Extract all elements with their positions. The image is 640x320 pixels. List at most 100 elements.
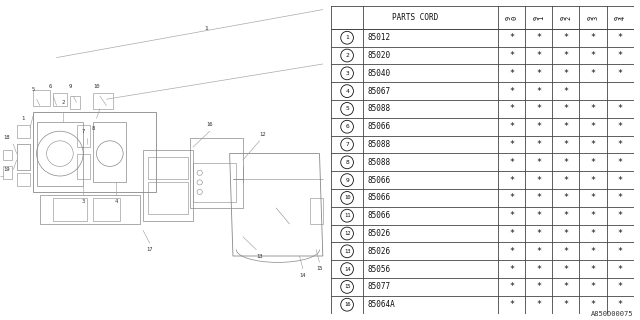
Text: *: *: [563, 87, 568, 96]
Text: *: *: [618, 247, 623, 256]
Text: *: *: [509, 176, 515, 185]
Text: *: *: [509, 283, 515, 292]
Text: *: *: [591, 193, 595, 203]
Text: 1: 1: [345, 35, 349, 40]
Text: *: *: [618, 158, 623, 167]
Text: *: *: [536, 158, 541, 167]
Text: 1: 1: [22, 116, 25, 121]
Text: 6: 6: [345, 124, 349, 129]
Text: *: *: [509, 300, 515, 309]
Text: *: *: [618, 283, 623, 292]
Bar: [77, 125, 90, 147]
Text: *: *: [536, 140, 541, 149]
Text: 85026: 85026: [367, 229, 391, 238]
Text: 8: 8: [92, 125, 95, 131]
Text: 85066: 85066: [367, 122, 391, 131]
Text: PARTS CORD: PARTS CORD: [392, 13, 438, 22]
Text: *: *: [591, 69, 595, 78]
Text: *: *: [591, 122, 595, 131]
Text: *: *: [563, 229, 568, 238]
Text: 3: 3: [81, 199, 85, 204]
Text: *: *: [618, 193, 623, 203]
Text: 9
3: 9 3: [588, 15, 599, 20]
Text: *: *: [509, 247, 515, 256]
Text: *: *: [563, 122, 568, 131]
Bar: [148, 157, 188, 179]
Text: 2: 2: [345, 53, 349, 58]
Text: *: *: [509, 51, 515, 60]
Text: *: *: [618, 300, 623, 309]
Text: *: *: [563, 51, 568, 60]
Text: 85040: 85040: [367, 69, 391, 78]
Bar: [17, 125, 30, 138]
Text: 9
0: 9 0: [506, 15, 518, 20]
Text: 18: 18: [3, 135, 10, 140]
Text: 8: 8: [345, 160, 349, 165]
Text: *: *: [618, 265, 623, 274]
Text: *: *: [536, 265, 541, 274]
Text: *: *: [618, 122, 623, 131]
Text: *: *: [591, 176, 595, 185]
Text: *: *: [536, 229, 541, 238]
Text: *: *: [618, 104, 623, 113]
Text: *: *: [509, 104, 515, 113]
Text: 10: 10: [93, 84, 100, 89]
Text: *: *: [509, 229, 515, 238]
Text: 85026: 85026: [367, 247, 391, 256]
Text: *: *: [563, 247, 568, 256]
Bar: [36, 122, 83, 186]
Text: *: *: [563, 193, 568, 203]
Text: *: *: [509, 211, 515, 220]
Bar: [33, 90, 50, 106]
Bar: [93, 122, 127, 182]
Bar: [193, 163, 236, 202]
Text: *: *: [536, 87, 541, 96]
Text: 17: 17: [147, 247, 153, 252]
Text: *: *: [536, 211, 541, 220]
Text: *: *: [563, 265, 568, 274]
Text: *: *: [591, 247, 595, 256]
Text: *: *: [618, 176, 623, 185]
Text: 1: 1: [204, 26, 208, 31]
Text: *: *: [591, 211, 595, 220]
Text: 19: 19: [3, 167, 10, 172]
Text: *: *: [618, 211, 623, 220]
Bar: [17, 144, 30, 170]
Text: 9
4: 9 4: [614, 15, 626, 20]
Text: 15: 15: [344, 284, 350, 289]
Text: *: *: [618, 51, 623, 60]
Text: *: *: [591, 229, 595, 238]
Text: *: *: [563, 158, 568, 167]
Text: 5: 5: [345, 107, 349, 111]
Text: *: *: [536, 104, 541, 113]
Text: *: *: [563, 104, 568, 113]
Text: *: *: [536, 300, 541, 309]
Text: *: *: [536, 33, 541, 42]
Text: 15: 15: [316, 266, 323, 271]
Text: *: *: [563, 176, 568, 185]
Text: 85077: 85077: [367, 283, 391, 292]
Text: 85088: 85088: [367, 158, 391, 167]
Text: 12: 12: [260, 132, 266, 137]
Bar: [93, 198, 120, 221]
Text: *: *: [618, 69, 623, 78]
Text: 11: 11: [344, 213, 350, 218]
Text: 85088: 85088: [367, 104, 391, 113]
Text: 2: 2: [61, 100, 65, 105]
Text: 9
1: 9 1: [533, 15, 545, 20]
Bar: [310, 198, 323, 224]
Text: *: *: [591, 283, 595, 292]
Text: 3: 3: [345, 71, 349, 76]
Text: 13: 13: [257, 253, 263, 259]
Text: 4: 4: [345, 89, 349, 94]
Bar: [70, 96, 80, 109]
Text: 85056: 85056: [367, 265, 391, 274]
Text: *: *: [618, 140, 623, 149]
Text: *: *: [509, 140, 515, 149]
Text: *: *: [563, 33, 568, 42]
Text: *: *: [536, 193, 541, 203]
Text: *: *: [536, 283, 541, 292]
Text: *: *: [591, 33, 595, 42]
Text: 13: 13: [344, 249, 350, 254]
Text: *: *: [563, 211, 568, 220]
